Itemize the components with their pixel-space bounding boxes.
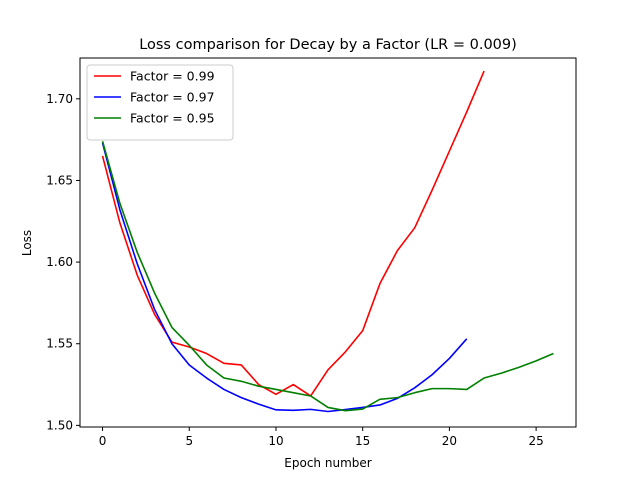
series-lines [101,70,554,413]
y-tick-label: 1.70 [46,92,73,106]
legend: Factor = 0.99 Factor = 0.97 Factor = 0.95 [86,64,234,141]
legend-label: Factor = 0.99 [130,69,215,84]
y-tick-label: 1.55 [46,337,73,351]
x-tick-label: 20 [442,434,457,448]
x-axis-label: Epoch number [284,456,371,470]
y-tick-label: 1.60 [46,255,73,269]
series-line-2 [101,142,468,413]
series-line-3 [101,141,554,412]
y-tick-label: 1.65 [46,173,73,187]
y-tick-label: 1.50 [46,418,73,432]
legend-label: Factor = 0.97 [130,90,215,105]
x-tick-label: 5 [185,434,193,448]
axis-ticks: 0 5 10 15 20 25 1.50 1.55 1.60 1.65 1.70 [46,92,543,448]
legend-label: Factor = 0.95 [130,111,215,126]
x-tick-label: 25 [528,434,543,448]
x-tick-label: 10 [268,434,283,448]
legend-box [86,64,234,141]
x-tick-label: 0 [99,434,107,448]
x-tick-label: 15 [355,434,370,448]
chart-title: Loss comparison for Decay by a Factor (L… [139,37,517,53]
y-axis-label: Loss [20,230,34,256]
